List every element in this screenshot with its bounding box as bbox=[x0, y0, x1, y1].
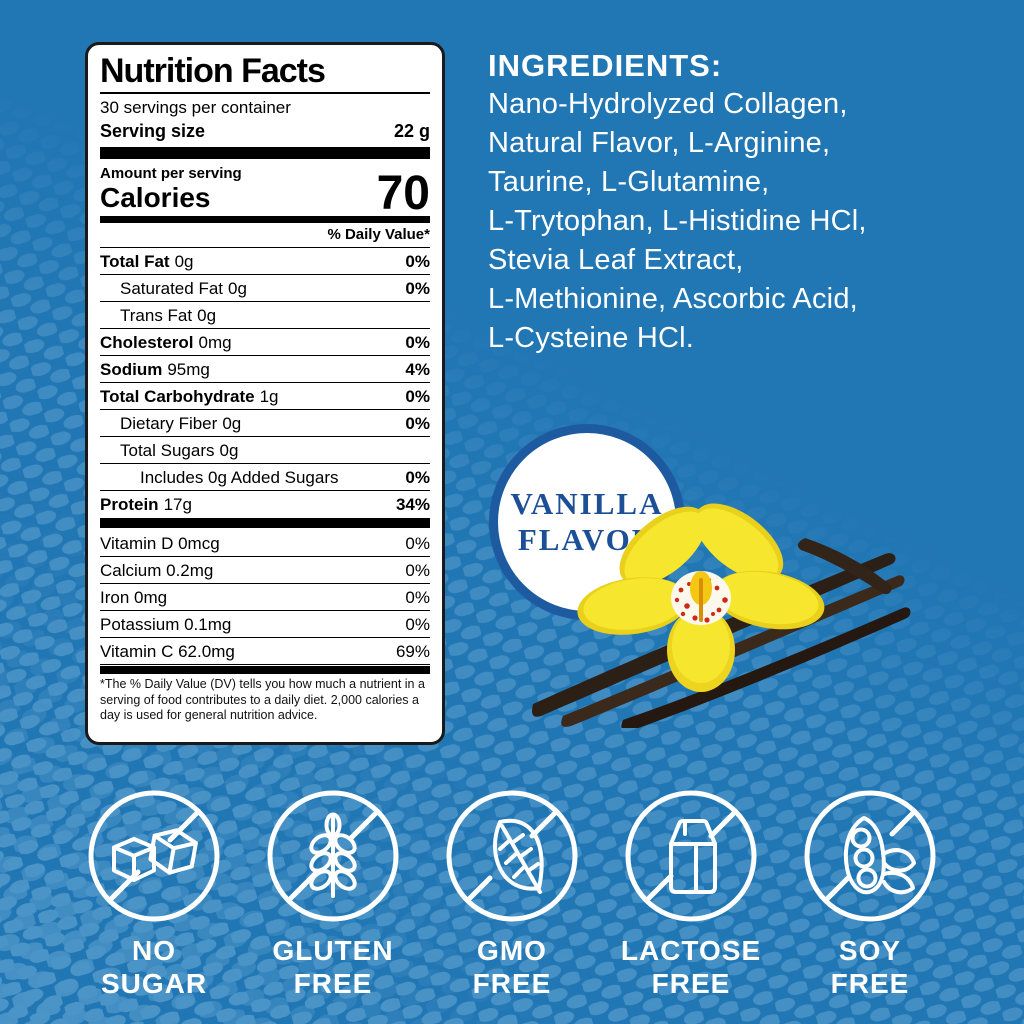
milk-carton-icon bbox=[625, 790, 757, 922]
servings-per-container: 30 servings per container bbox=[100, 98, 291, 117]
no-symbol-circle bbox=[267, 790, 399, 922]
ingredient-line: Taurine, L-Glutamine, bbox=[488, 166, 770, 198]
ingredients-block: INGREDIENTS: Nano-Hydrolyzed Collagen, N… bbox=[488, 46, 998, 358]
claim-soy-free: SOY FREE bbox=[799, 788, 941, 1000]
sugar-cubes-icon bbox=[88, 790, 220, 922]
nutrient-row: Total Fat 0g 0% bbox=[100, 248, 430, 275]
ingredient-line: Stevia Leaf Extract, bbox=[488, 244, 744, 276]
divider-bar bbox=[100, 666, 430, 674]
ingredient-line: L-Cysteine HCl. bbox=[488, 322, 695, 354]
nutrient-row: Total Sugars 0g bbox=[100, 437, 430, 464]
claims-row: NO SUGAR GLUTEN FREE bbox=[0, 788, 1024, 1000]
vanilla-flower bbox=[577, 503, 825, 692]
wheat-icon bbox=[267, 790, 399, 922]
claim-gluten-free: GLUTEN FREE bbox=[262, 788, 404, 1000]
claim-label: GMO FREE bbox=[472, 935, 552, 999]
vitamin-row: Vitamin C 62.0mg 69% bbox=[100, 638, 430, 665]
divider-bar bbox=[100, 518, 430, 528]
claim-no-sugar: NO SUGAR bbox=[83, 788, 225, 1000]
claim-label: LACTOSE FREE bbox=[620, 935, 762, 999]
calories-value: 70 bbox=[376, 167, 430, 220]
nutrient-row: Total Carbohydrate 1g 0% bbox=[100, 383, 430, 410]
vitamin-row: Vitamin D 0mcg 0% bbox=[100, 530, 430, 557]
nutrient-row: Trans Fat 0g bbox=[100, 302, 430, 329]
vitamin-row: Calcium 0.2mg 0% bbox=[100, 557, 430, 584]
vitamin-row: Iron 0mg 0% bbox=[100, 584, 430, 611]
claim-label: GLUTEN FREE bbox=[272, 935, 394, 999]
ingredient-line: L-Methionine, Ascorbic Acid, bbox=[488, 283, 858, 315]
no-symbol-slash bbox=[467, 811, 557, 901]
nutrient-row: Includes 0g Added Sugars 0% bbox=[100, 464, 430, 491]
claim-label: SOY FREE bbox=[830, 935, 910, 999]
claim-label: NO SUGAR bbox=[100, 935, 208, 999]
claim-lactose-free: LACTOSE FREE bbox=[620, 788, 762, 1000]
nutrient-row: Saturated Fat 0g 0% bbox=[100, 275, 430, 302]
soybean-icon bbox=[804, 790, 936, 922]
nutrient-row: Protein 17g 34% bbox=[100, 494, 430, 514]
amount-per-serving-label: Amount per serving bbox=[100, 165, 242, 182]
nutrient-row: Sodium 95mg 4% bbox=[100, 356, 430, 383]
claim-gmo-free: GMO FREE bbox=[441, 788, 583, 1000]
ingredients-title: INGREDIENTS: bbox=[488, 48, 723, 83]
no-symbol-slash bbox=[825, 811, 915, 901]
serving-size-label: Serving size bbox=[100, 121, 206, 141]
calories-row: Amount per serving Calories 70 bbox=[100, 163, 430, 220]
ingredient-line: Natural Flavor, L-Arginine, bbox=[488, 127, 831, 159]
nutrient-row: Cholesterol 0mg 0% bbox=[100, 329, 430, 356]
no-symbol-circle bbox=[446, 790, 578, 922]
vanilla-flower-image bbox=[532, 503, 911, 728]
ingredient-line: L-Trytophan, L-Histidine HCl, bbox=[488, 205, 867, 237]
ingredient-line: Nano-Hydrolyzed Collagen, bbox=[488, 88, 848, 120]
divider-bar bbox=[100, 216, 430, 223]
no-symbol-circle bbox=[88, 790, 220, 922]
serving-size-row: Serving size 22 g bbox=[100, 120, 430, 142]
nutrient-row: Dietary Fiber 0g 0% bbox=[100, 410, 430, 437]
flavor-badge-line1: VANILLA bbox=[510, 486, 664, 521]
vitamin-row: Potassium 0.1mg 0% bbox=[100, 611, 430, 638]
nutrition-title: Nutrition Facts bbox=[100, 53, 430, 94]
daily-value-footnote: *The % Daily Value (DV) tells you how mu… bbox=[100, 677, 425, 722]
no-symbol-circle bbox=[625, 790, 757, 922]
no-symbol-circle bbox=[804, 790, 936, 922]
nutrition-facts-panel: Nutrition Facts 30 servings per containe… bbox=[85, 42, 445, 745]
calories-label: Calories bbox=[100, 182, 211, 213]
leaf-icon bbox=[446, 790, 578, 922]
divider-bar bbox=[100, 147, 430, 159]
no-symbol-slash bbox=[646, 811, 736, 901]
daily-value-header: % Daily Value* bbox=[100, 223, 430, 248]
serving-size-value: 22 g bbox=[393, 121, 430, 141]
